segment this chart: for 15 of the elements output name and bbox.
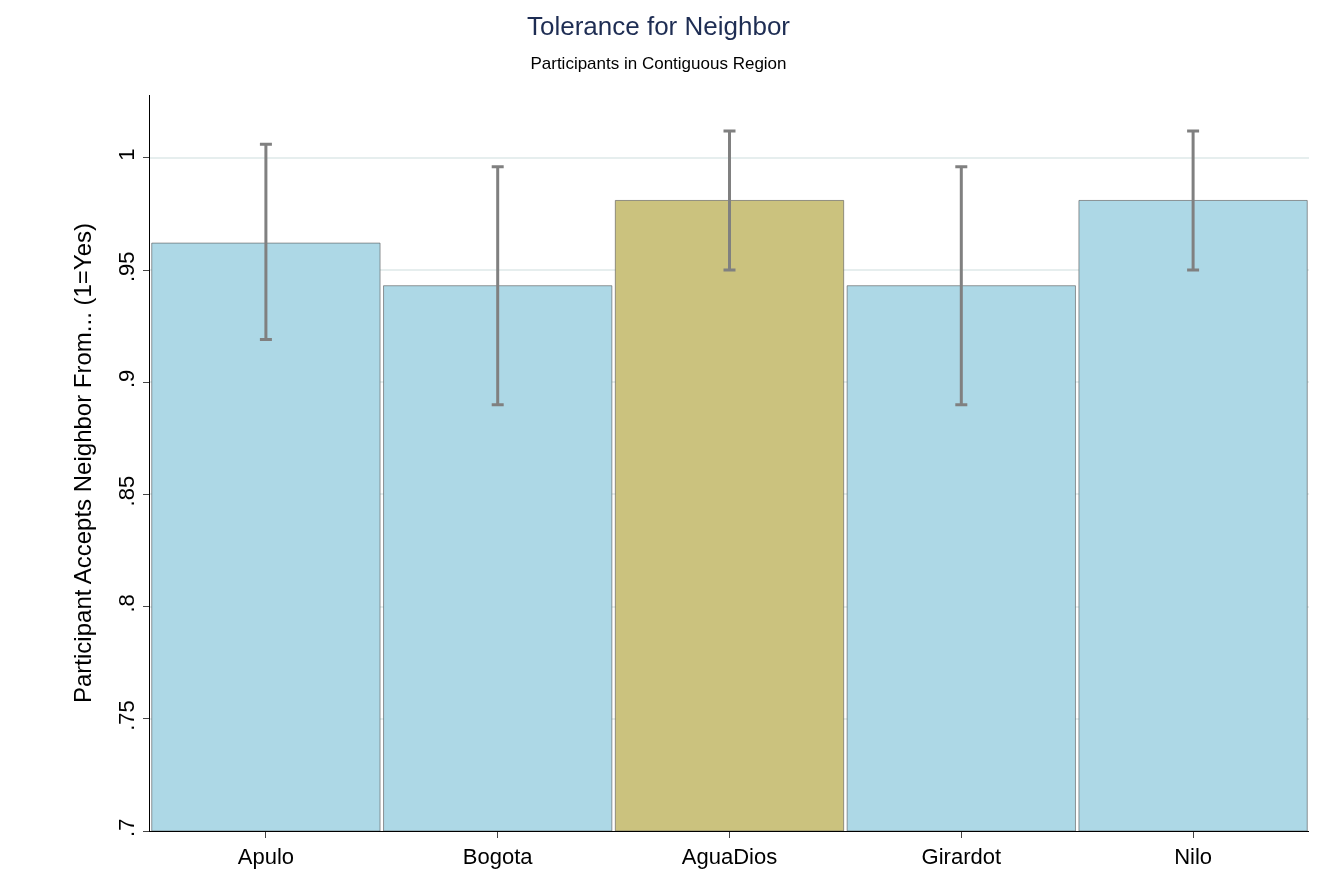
y-tick-label: .85 — [114, 475, 140, 507]
chart-title: Tolerance for Neighbor — [526, 11, 791, 42]
chart-subtitle: Participants in Contiguous Region — [530, 53, 787, 73]
x-tick-label: Nilo — [1174, 844, 1213, 870]
x-tick-label: Bogota — [462, 844, 534, 870]
x-tick-label: AguaDios — [681, 844, 778, 870]
y-tick-label: .9 — [114, 369, 140, 389]
y-tick-label: .8 — [114, 594, 140, 613]
y-tick-label: .95 — [114, 251, 140, 283]
x-tick-label: Girardot — [921, 844, 1002, 870]
y-tick-label: .75 — [114, 700, 140, 731]
x-tick-label: Apulo — [237, 844, 295, 870]
y-tick-label: 1 — [114, 148, 140, 161]
y-tick-label: .7 — [114, 818, 140, 837]
y-axis-title: Participant Accepts Neighbor From... (1=Yes) — [69, 223, 97, 703]
